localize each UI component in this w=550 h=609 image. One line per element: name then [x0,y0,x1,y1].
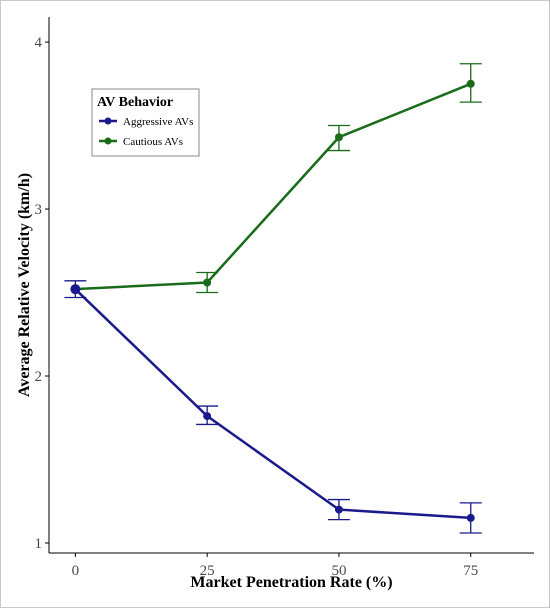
y-ticks: 1 2 3 4 [35,35,49,552]
y-tick-label: 3 [35,202,43,218]
series-0 [64,280,482,534]
x-tick-label: 75 [463,563,478,579]
data-point [70,284,81,295]
y-tick-label: 4 [35,35,43,51]
y-tick-label: 1 [35,536,43,552]
legend-swatch-point [104,117,112,125]
y-tick-label: 2 [35,369,43,385]
x-ticks: 0 25 50 75 [72,553,478,579]
y-axis-title: Average Relative Velocity (km/h) [16,173,33,397]
legend-title: AV Behavior [97,95,173,110]
data-point [203,412,212,421]
legend-items: Aggressive AVs Cautious AVs [99,116,193,148]
series-line [74,288,471,520]
x-tick-label: 25 [200,563,215,579]
series-layer [64,63,482,534]
data-point [466,513,475,522]
x-axis-title: Market Penetration Rate (%) [190,574,392,591]
series-1 [71,63,482,294]
data-point [334,133,343,142]
legend-label: Aggressive AVs [123,116,193,128]
series-line [75,82,472,291]
x-tick-label: 50 [331,563,346,579]
legend-label: Cautious AVs [123,136,183,148]
x-tick-label: 0 [72,563,80,579]
legend: AV Behavior Aggressive AVs Cautious AVs [91,88,200,157]
legend-swatch-point [104,137,112,145]
data-point [334,505,343,514]
data-point [203,278,212,287]
data-point [466,79,475,88]
